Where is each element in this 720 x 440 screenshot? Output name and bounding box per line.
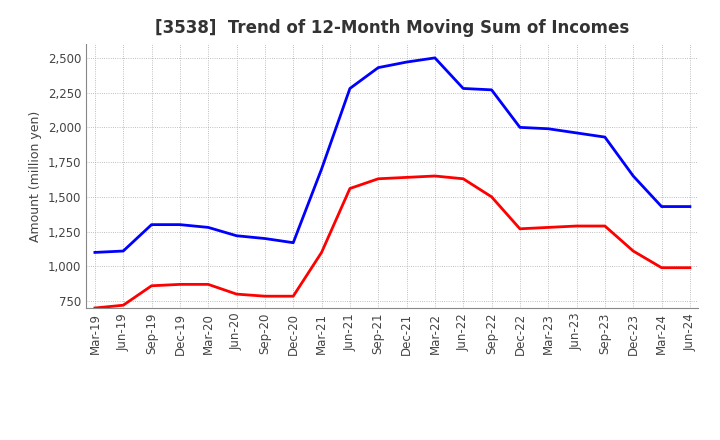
Net Income: [261, 293, 269, 299]
Net Income: [402, 175, 411, 180]
Ordinary Income: [459, 86, 467, 91]
Net Income: [91, 305, 99, 311]
Ordinary Income: [572, 130, 581, 136]
Ordinary Income: [204, 225, 212, 230]
Ordinary Income: [176, 222, 184, 227]
Title: [3538]  Trend of 12-Month Moving Sum of Incomes: [3538] Trend of 12-Month Moving Sum of I…: [156, 19, 629, 37]
Ordinary Income: [318, 166, 326, 172]
Net Income: [204, 282, 212, 287]
Net Income: [289, 293, 297, 299]
Ordinary Income: [148, 222, 156, 227]
Ordinary Income: [374, 65, 382, 70]
Net Income: [233, 291, 241, 297]
Net Income: [600, 224, 609, 229]
Net Income: [346, 186, 354, 191]
Net Income: [572, 224, 581, 229]
Net Income: [119, 303, 127, 308]
Ordinary Income: [91, 250, 99, 255]
Ordinary Income: [289, 240, 297, 246]
Net Income: [657, 265, 666, 270]
Ordinary Income: [600, 135, 609, 140]
Net Income: [176, 282, 184, 287]
Net Income: [544, 225, 552, 230]
Net Income: [685, 265, 694, 270]
Ordinary Income: [233, 233, 241, 238]
Net Income: [148, 283, 156, 288]
Ordinary Income: [516, 125, 524, 130]
Ordinary Income: [261, 236, 269, 241]
Ordinary Income: [657, 204, 666, 209]
Ordinary Income: [487, 87, 496, 92]
Ordinary Income: [544, 126, 552, 132]
Ordinary Income: [685, 204, 694, 209]
Net Income: [629, 249, 637, 254]
Net Income: [318, 250, 326, 255]
Ordinary Income: [431, 55, 439, 61]
Ordinary Income: [629, 173, 637, 179]
Ordinary Income: [346, 86, 354, 91]
Net Income: [459, 176, 467, 181]
Net Income: [487, 194, 496, 199]
Y-axis label: Amount (million yen): Amount (million yen): [30, 110, 42, 242]
Line: Net Income: Net Income: [95, 176, 690, 308]
Line: Ordinary Income: Ordinary Income: [95, 58, 690, 253]
Net Income: [516, 226, 524, 231]
Net Income: [431, 173, 439, 179]
Ordinary Income: [119, 249, 127, 254]
Ordinary Income: [402, 59, 411, 65]
Net Income: [374, 176, 382, 181]
